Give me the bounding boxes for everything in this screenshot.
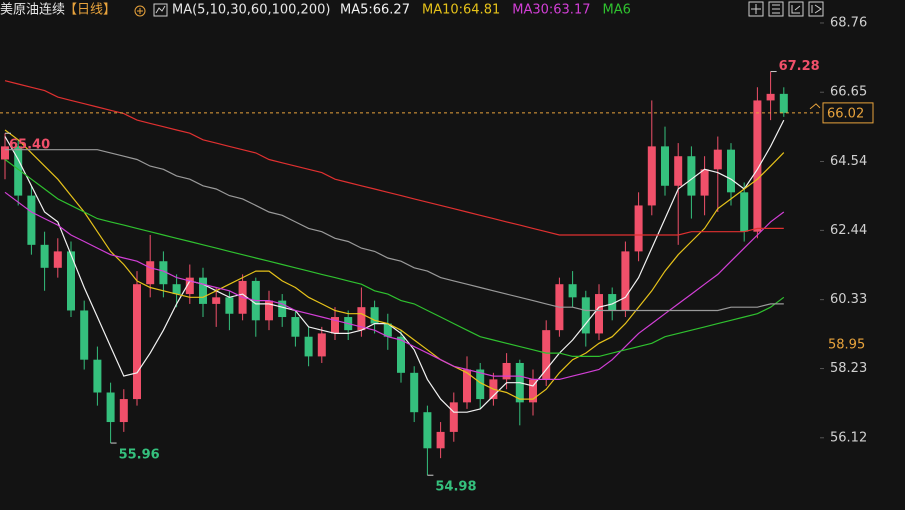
candle-body bbox=[278, 300, 287, 318]
candle-body bbox=[383, 323, 392, 337]
candle-body bbox=[14, 146, 23, 196]
y-tick-label: 56.12 bbox=[830, 430, 867, 445]
instrument-title: 美原油连续 bbox=[0, 2, 65, 18]
toolbar bbox=[748, 1, 824, 17]
candle-body bbox=[727, 149, 735, 193]
tool-button[interactable] bbox=[788, 1, 804, 17]
candle-body bbox=[595, 294, 603, 334]
tool-button[interactable] bbox=[808, 1, 824, 17]
candle-body bbox=[621, 251, 630, 311]
candle-body bbox=[581, 297, 590, 334]
ma-line bbox=[4, 129, 785, 400]
legend-entry: MA6 bbox=[602, 3, 630, 18]
candle-body bbox=[740, 192, 749, 232]
candle-body bbox=[106, 392, 115, 423]
candle-body bbox=[317, 333, 326, 357]
y-tick-label: 58.23 bbox=[830, 361, 867, 376]
candle-body bbox=[212, 297, 221, 304]
ma-line bbox=[5, 149, 784, 312]
y-tick-label: 64.54 bbox=[830, 154, 867, 169]
candle-body bbox=[265, 300, 273, 321]
extreme-label: 54.98 bbox=[435, 480, 476, 495]
candle-body bbox=[291, 317, 300, 337]
candle-body bbox=[687, 156, 696, 196]
candle-body bbox=[40, 244, 49, 268]
candle-body bbox=[27, 195, 36, 245]
candle-body bbox=[779, 93, 788, 113]
candle-body bbox=[674, 156, 683, 186]
candle-body bbox=[634, 205, 643, 252]
candle-body bbox=[463, 369, 471, 403]
ma-line bbox=[4, 159, 785, 357]
candle-body bbox=[80, 310, 89, 360]
candle-body bbox=[93, 359, 102, 393]
candle-body bbox=[476, 369, 485, 400]
extreme-label: 67.28 bbox=[779, 59, 820, 74]
ma-line bbox=[4, 191, 785, 380]
candle-body bbox=[608, 294, 617, 311]
y-tick-label: 60.33 bbox=[830, 292, 867, 307]
candle-body bbox=[529, 379, 537, 403]
candle-body bbox=[357, 307, 366, 331]
candle-body bbox=[370, 307, 379, 324]
candle-body bbox=[199, 277, 207, 304]
ma-line bbox=[4, 119, 785, 413]
candle-body bbox=[1, 146, 9, 160]
y-tick-label: 66.65 bbox=[830, 85, 867, 100]
candle-body bbox=[713, 149, 722, 170]
extreme-label: 55.96 bbox=[119, 448, 160, 463]
candle-body bbox=[753, 100, 762, 232]
candle-body bbox=[568, 284, 577, 298]
candle-body bbox=[159, 261, 168, 285]
tool-icon bbox=[772, 4, 780, 14]
candle-body bbox=[172, 284, 181, 295]
candle-body bbox=[700, 169, 709, 196]
candle-body bbox=[436, 431, 445, 449]
candle-body bbox=[423, 412, 432, 449]
candle-body bbox=[53, 251, 62, 268]
ma-label: MA(5,10,30,60,100,200) bbox=[172, 3, 330, 18]
y-tick-label: 68.76 bbox=[830, 15, 867, 30]
ma-line bbox=[4, 80, 784, 236]
candle-body bbox=[331, 317, 339, 334]
candle-body bbox=[146, 261, 155, 285]
last-price-label: 66.02 bbox=[827, 106, 864, 121]
tool-icon bbox=[751, 4, 761, 14]
marker-price-label: 58.95 bbox=[828, 337, 865, 352]
candle-body bbox=[449, 402, 458, 432]
candle-body bbox=[133, 284, 141, 400]
extreme-label: 65.40 bbox=[9, 138, 50, 153]
last-price-box bbox=[822, 102, 874, 124]
legend-entry: MA10:64.81 bbox=[422, 3, 500, 18]
candle-body bbox=[410, 372, 419, 413]
candle-body bbox=[304, 336, 313, 357]
y-tick-label: 62.44 bbox=[830, 223, 867, 238]
period[interactable]: 【日线】 bbox=[64, 3, 116, 18]
candle-body bbox=[225, 297, 234, 314]
candle-body bbox=[661, 146, 669, 186]
tool-icon bbox=[811, 4, 822, 14]
candle-body bbox=[185, 277, 194, 295]
candle-body bbox=[397, 336, 405, 373]
candle-body bbox=[67, 251, 75, 311]
tool-button[interactable] bbox=[768, 1, 784, 17]
candle-body bbox=[502, 362, 511, 380]
candle-body bbox=[542, 330, 551, 380]
indicator-icon[interactable] bbox=[153, 3, 168, 17]
add-icon[interactable] bbox=[134, 5, 146, 17]
candle-body bbox=[647, 146, 656, 206]
last-price-arrow bbox=[809, 103, 821, 110]
legend-entry: MA30:63.17 bbox=[512, 3, 590, 18]
legend-entry: MA5:66.27 bbox=[340, 3, 410, 18]
tool-button[interactable] bbox=[748, 1, 764, 17]
candle-body bbox=[766, 93, 775, 101]
candle-body bbox=[119, 399, 128, 423]
tool-icon bbox=[791, 5, 801, 14]
